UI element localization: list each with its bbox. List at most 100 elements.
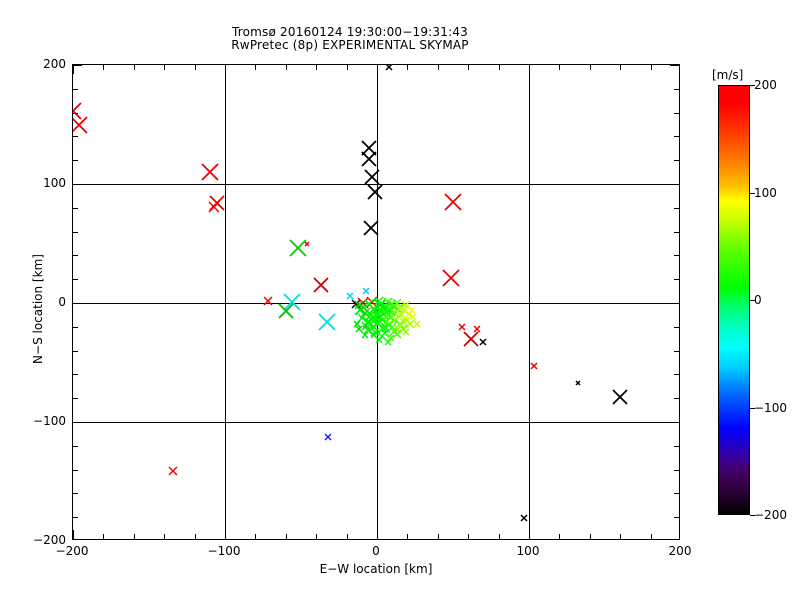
data-point-marker	[385, 65, 393, 71]
colorbar-tick-label: 200	[754, 78, 777, 92]
colorbar-tick-label: −100	[754, 400, 787, 415]
data-point-marker	[395, 309, 407, 321]
y-tick-mark	[73, 517, 78, 519]
y-tick-mark	[73, 184, 82, 185]
data-point-marker	[394, 318, 406, 330]
y-tick-mark	[674, 88, 679, 90]
x-tick-mark	[103, 534, 105, 539]
x-tick-mark	[650, 65, 652, 70]
colorbar-gradient	[718, 85, 750, 515]
data-point-marker	[389, 314, 401, 326]
data-point-marker	[479, 338, 487, 346]
data-point-marker	[402, 328, 410, 336]
y-tick-mark	[674, 160, 679, 162]
data-point-marker	[346, 292, 354, 300]
data-point-marker	[463, 331, 479, 347]
data-point-marker	[355, 325, 363, 333]
x-tick-mark	[225, 530, 226, 539]
colorbar-unit-label: [m/s]	[712, 68, 744, 82]
y-tick-label: 0	[58, 295, 66, 309]
x-tick-mark	[407, 65, 409, 70]
y-tick-mark	[674, 493, 679, 495]
y-tick-mark	[73, 398, 78, 400]
x-tick-mark	[620, 534, 622, 539]
colorbar-tick-label: −200	[754, 508, 787, 522]
y-tick-mark	[73, 160, 78, 162]
data-point-marker	[398, 324, 408, 334]
data-point-marker	[368, 321, 380, 333]
data-point-marker	[405, 319, 415, 329]
x-tick-mark	[316, 65, 318, 70]
y-tick-mark	[73, 469, 78, 471]
y-axis-title: N−S location [km]	[31, 254, 45, 364]
y-tick-label: −100	[33, 414, 66, 428]
colorbar-tick-mark	[750, 85, 755, 86]
data-point-marker	[444, 193, 462, 211]
y-tick-mark	[670, 303, 679, 304]
y-tick-mark	[674, 469, 679, 471]
data-point-marker	[324, 433, 332, 441]
data-point-marker	[356, 312, 368, 324]
x-tick-mark	[164, 65, 166, 70]
data-point-marker	[382, 303, 396, 317]
x-tick-mark	[407, 534, 409, 539]
y-tick-mark	[73, 255, 78, 257]
data-point-marker	[366, 319, 376, 329]
x-tick-mark	[285, 65, 287, 70]
x-tick-mark	[73, 65, 74, 74]
colorbar-tick-label: 100	[754, 185, 777, 200]
y-tick-mark	[674, 207, 679, 209]
data-point-marker	[392, 303, 404, 315]
data-point-marker	[377, 331, 387, 341]
data-point-marker	[380, 316, 392, 328]
y-tick-mark	[73, 374, 78, 376]
colorbar-tick-mark	[750, 300, 755, 301]
data-point-marker	[318, 313, 336, 331]
data-point-marker	[520, 514, 528, 522]
data-point-marker	[387, 333, 395, 342]
data-point-marker	[401, 300, 411, 310]
data-point-marker	[390, 307, 400, 318]
data-point-marker	[354, 300, 364, 310]
data-point-marker	[384, 319, 394, 329]
data-point-marker	[383, 310, 393, 320]
y-tick-mark	[73, 65, 82, 66]
y-tick-mark	[73, 350, 78, 352]
data-point-marker	[361, 151, 378, 167]
x-tick-mark	[437, 65, 439, 70]
data-point-marker	[530, 362, 538, 370]
data-point-marker	[354, 304, 366, 316]
plot-area	[72, 64, 680, 540]
colorbar-tick-mark	[750, 515, 755, 516]
data-point-marker	[612, 389, 628, 405]
x-tick-label: −200	[55, 544, 89, 558]
y-tick-mark	[674, 374, 679, 376]
data-point-marker	[381, 323, 391, 333]
x-tick-mark	[225, 65, 226, 74]
x-tick-mark	[285, 534, 287, 539]
data-point-marker	[313, 277, 329, 293]
data-point-marker	[404, 309, 414, 319]
data-point-marker	[384, 338, 392, 346]
y-tick-mark	[73, 136, 78, 138]
data-point-marker	[363, 325, 373, 335]
y-tick-mark	[73, 445, 78, 447]
data-point-marker	[361, 321, 371, 331]
x-tick-mark	[255, 534, 257, 539]
x-tick-mark	[73, 530, 74, 539]
data-point-marker	[373, 310, 387, 324]
data-point-marker	[373, 296, 384, 306]
data-point-marker	[384, 310, 398, 324]
data-point-marker	[364, 169, 381, 185]
data-point-marker	[362, 316, 374, 328]
data-point-marker	[201, 163, 219, 181]
data-point-marker	[377, 306, 387, 316]
x-tick-mark	[103, 65, 105, 70]
y-tick-mark	[674, 398, 679, 400]
data-point-marker	[575, 380, 581, 386]
data-point-marker	[304, 240, 310, 247]
y-tick-mark	[674, 279, 679, 281]
y-tick-mark	[674, 255, 679, 257]
data-point-marker	[387, 299, 397, 309]
colorbar	[718, 85, 750, 515]
